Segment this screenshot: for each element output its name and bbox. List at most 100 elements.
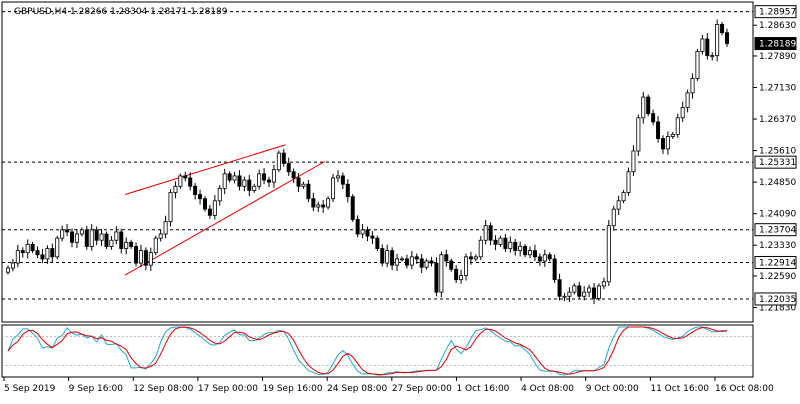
candle-body xyxy=(15,250,20,264)
candle-body xyxy=(84,229,89,247)
candle-body xyxy=(247,179,252,191)
candlestick xyxy=(104,231,109,249)
candle-body xyxy=(138,250,143,264)
candle-body xyxy=(636,117,641,152)
candle-body xyxy=(370,235,375,239)
candlestick xyxy=(45,245,50,264)
candle-body xyxy=(271,169,276,183)
candle-body xyxy=(306,183,311,200)
candlestick xyxy=(306,180,311,203)
candlestick xyxy=(281,148,286,167)
candle-body xyxy=(217,187,222,202)
candle-body xyxy=(390,250,395,266)
candlestick xyxy=(232,171,237,184)
current-price-box: 1.28189 xyxy=(754,37,797,51)
candlestick xyxy=(65,224,70,237)
candlestick xyxy=(582,286,587,301)
level-price-label: 1.22035 xyxy=(759,295,796,305)
symbol-info-label: GBPUSD,H4 1.28266 1.28304 1.28171 1.2818… xyxy=(14,7,228,17)
candle-body xyxy=(129,241,134,247)
candle-body xyxy=(25,243,30,254)
candle-body xyxy=(326,198,331,208)
candlestick xyxy=(360,224,365,239)
time-tick-label: 24 Sep 08:00 xyxy=(327,384,387,394)
candle-body xyxy=(6,267,11,273)
candlestick xyxy=(212,194,217,220)
candle-body xyxy=(641,96,646,119)
candle-body xyxy=(606,225,611,283)
candlestick xyxy=(89,224,94,251)
candle-body xyxy=(601,281,606,287)
candle-body xyxy=(311,198,316,208)
price-tick-label: 1.22590 xyxy=(759,272,796,282)
candle-body xyxy=(611,208,616,227)
level-price-box-frame xyxy=(754,155,797,169)
candlestick xyxy=(262,168,267,185)
candle-body xyxy=(79,229,84,235)
candle-body xyxy=(414,256,419,260)
candle-body xyxy=(523,246,528,256)
candle-body xyxy=(463,256,468,276)
candlestick xyxy=(153,235,158,256)
candlestick xyxy=(537,253,542,266)
candle-body xyxy=(705,38,710,56)
candlestick xyxy=(79,227,84,237)
candle-body xyxy=(168,192,173,222)
candlestick xyxy=(444,249,449,267)
candlestick xyxy=(252,183,257,193)
candlestick xyxy=(725,28,730,47)
time-tick-label: 16 Oct 08:00 xyxy=(715,384,774,394)
candle-body xyxy=(582,291,587,297)
candlestick xyxy=(227,171,232,183)
candle-body xyxy=(621,192,626,202)
candlestick xyxy=(271,164,276,188)
candlestick xyxy=(286,157,291,176)
candle-body xyxy=(444,254,449,262)
level-price-box: 1.23704 xyxy=(754,223,797,237)
candle-body xyxy=(153,237,158,254)
candlestick xyxy=(267,176,272,188)
level-price-label: 1.25331 xyxy=(759,158,796,168)
candlestick xyxy=(296,172,301,193)
time-tick-label: 17 Sep 00:00 xyxy=(198,384,258,394)
candlestick xyxy=(705,33,710,60)
candlestick xyxy=(720,21,725,36)
candlestick xyxy=(183,171,188,182)
candle-body xyxy=(429,260,434,264)
candlestick xyxy=(321,199,326,213)
candlestick xyxy=(30,241,35,254)
candlestick xyxy=(532,244,537,261)
candle-body xyxy=(267,179,272,183)
candlestick xyxy=(99,229,104,247)
candlestick xyxy=(513,238,518,256)
candle-body xyxy=(380,248,385,264)
candlestick xyxy=(567,287,572,303)
candle-body xyxy=(695,50,700,79)
candle-body xyxy=(331,177,336,200)
candlestick xyxy=(552,254,557,283)
candlestick xyxy=(40,248,45,264)
candlestick xyxy=(503,234,508,252)
candlestick xyxy=(124,237,129,255)
candlestick xyxy=(301,181,306,189)
candle-body xyxy=(316,204,321,208)
candlestick xyxy=(237,170,242,191)
candlestick xyxy=(395,253,400,271)
candle-body xyxy=(134,246,139,264)
candle-body xyxy=(483,225,488,241)
candlestick xyxy=(370,231,375,244)
candle-body xyxy=(508,241,513,249)
candlestick xyxy=(656,116,661,143)
candlestick xyxy=(675,113,680,138)
candle-body xyxy=(680,107,685,119)
candle-body xyxy=(493,239,498,245)
candle-body xyxy=(262,173,267,181)
price-tick-label: 1.24090 xyxy=(759,210,796,220)
candle-body xyxy=(124,241,129,249)
candle-body xyxy=(547,254,552,260)
candlestick xyxy=(109,236,114,250)
candlestick xyxy=(616,195,621,215)
candlestick xyxy=(311,192,316,212)
candlestick xyxy=(326,196,331,210)
